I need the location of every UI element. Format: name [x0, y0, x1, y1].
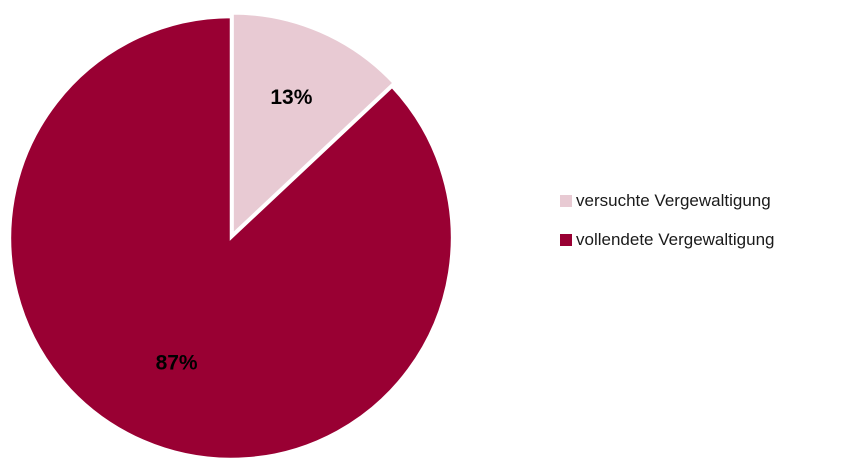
- legend-label-vollendete: vollendete Vergewaltigung: [576, 230, 775, 249]
- pie-data-labels: 13% 87%: [156, 86, 313, 374]
- data-label-vollendete: 87%: [156, 351, 198, 374]
- pie-slices: [8, 12, 454, 461]
- data-label-versuchte: 13%: [270, 86, 312, 109]
- legend-item-versuchte: versuchte Vergewaltigung: [560, 191, 774, 211]
- legend-item-vollendete: vollendete Vergewaltigung: [560, 230, 774, 250]
- legend-label-versuchte: versuchte Vergewaltigung: [576, 191, 771, 210]
- legend: versuchte Vergewaltigung vollendete Verg…: [560, 191, 774, 269]
- legend-swatch-versuchte: [560, 195, 572, 207]
- legend-swatch-vollendete: [560, 234, 572, 246]
- pie-slice-vollendete: [8, 15, 454, 461]
- pie-slice-versuchte: [231, 12, 396, 238]
